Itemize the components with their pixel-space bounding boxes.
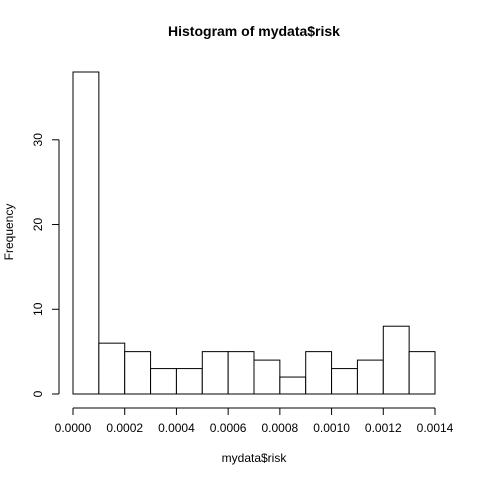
histogram-bar xyxy=(124,351,152,395)
y-tick-label: 20 xyxy=(31,218,45,232)
x-tick-label: 0.0004 xyxy=(158,421,195,435)
histogram-bar xyxy=(227,351,255,395)
chart-title: Histogram of mydata$risk xyxy=(168,23,340,39)
histogram-bar xyxy=(356,359,384,395)
x-axis: 0.0000 0.0002 0.0004 0.0006 0.0008 0.0010 0.00… xyxy=(55,407,454,435)
x-axis-label: mydata$risk xyxy=(222,451,288,465)
y-tick-label: 0 xyxy=(31,390,45,397)
x-tick-label: 0.0014 xyxy=(417,421,454,435)
x-tick-label: 0.0012 xyxy=(365,421,402,435)
y-axis: 0 10 20 30 xyxy=(31,133,60,397)
y-tick-label: 30 xyxy=(31,133,45,147)
histogram-bar xyxy=(331,368,358,395)
histogram-bar xyxy=(279,376,307,395)
histogram-bar xyxy=(175,368,203,395)
histogram-bar xyxy=(305,351,333,395)
histogram-bar xyxy=(253,359,281,395)
histogram-bar xyxy=(201,351,229,395)
x-tick-label: 0.0008 xyxy=(262,421,299,435)
x-tick-label: 0.0010 xyxy=(313,421,350,435)
histogram-bar xyxy=(408,351,436,395)
x-tick-label: 0.0006 xyxy=(210,421,247,435)
histogram-bar xyxy=(150,368,177,395)
histogram-bar xyxy=(72,71,100,395)
y-axis-label: Frequency xyxy=(2,204,16,261)
y-tick-label: 10 xyxy=(31,302,45,316)
x-tick-label: 0.0002 xyxy=(106,421,143,435)
x-tick-label: 0.0000 xyxy=(55,421,92,435)
histogram-bar xyxy=(98,342,126,395)
bars-group xyxy=(72,71,436,395)
histogram-bar xyxy=(382,325,410,395)
